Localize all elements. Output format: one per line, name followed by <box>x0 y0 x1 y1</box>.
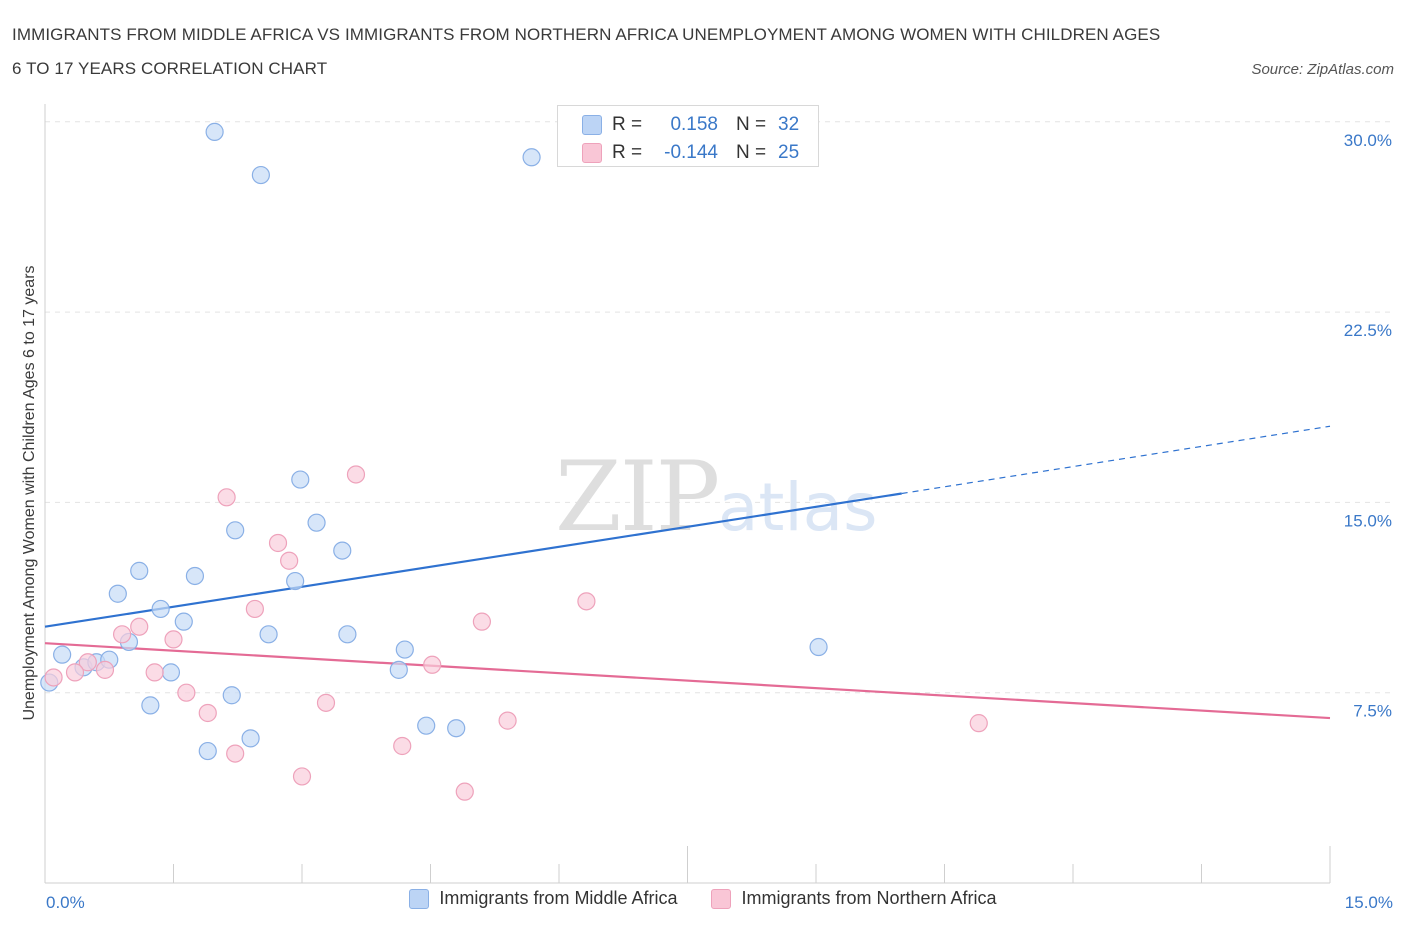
data-point-northern-africa[interactable] <box>44 668 63 687</box>
data-point-northern-africa[interactable] <box>95 660 115 679</box>
stats-swatch-northern-africa <box>582 143 602 163</box>
data-point-northern-africa[interactable] <box>217 488 236 507</box>
data-point-northern-africa[interactable] <box>292 767 312 786</box>
trend-line-1 <box>44 642 1331 720</box>
data-point-middle-africa[interactable] <box>141 696 160 715</box>
stats-n-label: N = <box>736 114 767 135</box>
y-tick-label: 7.5% <box>1353 702 1392 721</box>
data-point-northern-africa[interactable] <box>164 630 183 649</box>
legend-item-northern-africa[interactable]: Immigrants from Northern Africa <box>711 888 997 909</box>
y-tick-label: 22.5% <box>1344 321 1392 340</box>
data-point-middle-africa[interactable] <box>333 541 352 560</box>
data-point-northern-africa[interactable] <box>145 663 164 682</box>
data-point-middle-africa[interactable] <box>338 625 357 644</box>
data-point-northern-africa[interactable] <box>78 653 97 672</box>
data-point-northern-africa[interactable] <box>498 711 517 730</box>
data-point-middle-africa[interactable] <box>185 566 205 586</box>
data-point-middle-africa[interactable] <box>222 686 241 705</box>
data-point-middle-africa[interactable] <box>522 148 541 167</box>
data-point-middle-africa[interactable] <box>130 561 149 580</box>
data-point-middle-africa[interactable] <box>286 571 305 591</box>
data-point-middle-africa[interactable] <box>251 165 270 185</box>
x-tick-label: 15.0% <box>1345 893 1393 912</box>
data-point-northern-africa[interactable] <box>472 612 491 631</box>
stats-n-value: 25 <box>778 142 800 163</box>
stats-swatch-middle-africa <box>582 115 602 135</box>
data-point-northern-africa[interactable] <box>226 744 245 763</box>
data-point-northern-africa[interactable] <box>393 736 412 756</box>
trend-line-0 <box>44 492 902 628</box>
y-axis-label: Unemployment Among Women with Children A… <box>21 265 38 720</box>
data-point-middle-africa[interactable] <box>389 660 408 679</box>
trend-layer <box>44 425 1331 720</box>
data-point-middle-africa[interactable] <box>291 470 310 489</box>
legend-item-middle-africa[interactable]: Immigrants from Middle Africa <box>409 888 677 909</box>
tick-layer: 7.5% 15.0% 22.5% 30.0% 0.0% 15.0% <box>46 131 1393 912</box>
watermark-zip: ZIP <box>555 441 718 553</box>
legend-label-middle-africa: Immigrants from Middle Africa <box>439 888 678 908</box>
data-point-middle-africa[interactable] <box>226 521 245 540</box>
data-point-middle-africa[interactable] <box>205 122 224 142</box>
data-point-northern-africa[interactable] <box>423 655 442 674</box>
data-point-northern-africa[interactable] <box>280 551 299 570</box>
data-point-northern-africa[interactable] <box>65 663 85 682</box>
stats-row-middle-africa: R = 0.158 N = 32 <box>582 111 799 139</box>
data-point-middle-africa[interactable] <box>151 599 170 619</box>
data-point-middle-africa[interactable] <box>417 716 436 735</box>
data-point-middle-africa[interactable] <box>174 612 193 631</box>
stats-n-value: 32 <box>778 114 800 135</box>
data-point-middle-africa[interactable] <box>395 640 414 659</box>
stats-n-label: N = <box>736 142 767 163</box>
data-point-middle-africa[interactable] <box>259 625 278 644</box>
data-point-middle-africa[interactable] <box>108 584 127 603</box>
data-point-northern-africa[interactable] <box>969 714 988 733</box>
points-layer <box>40 122 988 801</box>
data-point-middle-africa[interactable] <box>198 741 217 761</box>
data-point-northern-africa[interactable] <box>245 599 264 619</box>
legend: Immigrants from Middle Africa Immigrants… <box>0 888 1406 909</box>
data-point-middle-africa[interactable] <box>53 645 72 664</box>
data-point-middle-africa[interactable] <box>241 729 260 748</box>
legend-swatch-northern-africa <box>711 888 732 909</box>
legend-label-northern-africa: Immigrants from Northern Africa <box>741 888 997 908</box>
data-point-middle-africa[interactable] <box>161 663 181 682</box>
data-point-northern-africa[interactable] <box>346 465 366 484</box>
data-point-northern-africa[interactable] <box>455 782 474 801</box>
chart-title: IMMIGRANTS FROM MIDDLE AFRICA VS IMMIGRA… <box>12 25 1161 78</box>
stats-r-value: 0.158 <box>670 114 718 135</box>
stats-row-northern-africa: R = -0.144 N = 25 <box>582 139 799 167</box>
data-point-northern-africa[interactable] <box>112 625 132 644</box>
stats-box: R = 0.158 N = 32 R = -0.144 N = 25 <box>557 105 819 167</box>
watermark-atlas: atlas <box>718 469 878 546</box>
data-point-middle-africa[interactable] <box>447 719 466 738</box>
data-point-northern-africa[interactable] <box>198 703 217 723</box>
data-point-northern-africa[interactable] <box>130 617 149 636</box>
stats-r-label: R = <box>612 114 643 135</box>
y-tick-label: 30.0% <box>1344 131 1392 150</box>
axis-layer <box>44 104 1330 884</box>
chart-source: Source: ZipAtlas.com <box>1251 61 1394 78</box>
data-point-northern-africa[interactable] <box>316 693 336 712</box>
watermark: ZIP atlas <box>555 441 878 553</box>
y-tick-label: 15.0% <box>1344 511 1392 530</box>
trend-line-extension-0 <box>901 425 1331 495</box>
data-point-middle-africa[interactable] <box>307 513 326 532</box>
stats-r-value: -0.144 <box>664 142 718 163</box>
data-point-northern-africa[interactable] <box>268 533 288 553</box>
legend-swatch-middle-africa <box>409 888 430 909</box>
stats-r-label: R = <box>612 142 643 163</box>
data-point-northern-africa[interactable] <box>577 592 596 611</box>
data-point-northern-africa[interactable] <box>177 683 196 702</box>
data-point-middle-africa[interactable] <box>809 637 828 657</box>
x-tick-label: 0.0% <box>46 893 85 912</box>
